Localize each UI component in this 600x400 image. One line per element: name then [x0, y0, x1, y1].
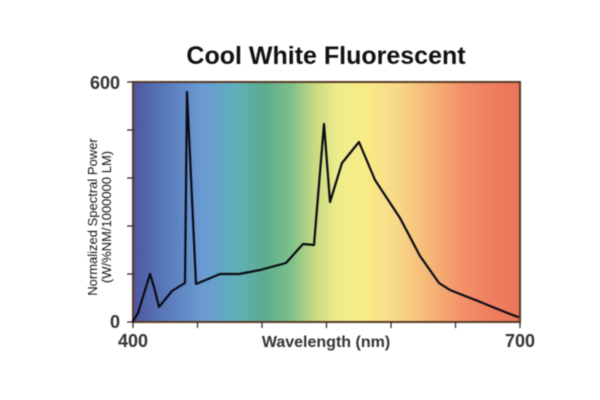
svg-text:0: 0 — [110, 312, 120, 332]
svg-text:Normalized Spectral Power: Normalized Spectral Power — [85, 138, 100, 296]
svg-text:Wavelength (nm): Wavelength (nm) — [262, 334, 390, 351]
svg-text:700: 700 — [505, 331, 535, 351]
svg-text:600: 600 — [90, 73, 120, 93]
svg-text:(W/%NM/1000000 LM): (W/%NM/1000000 LM) — [99, 151, 114, 283]
svg-text:400: 400 — [118, 331, 148, 351]
svg-text:Cool White Fluorescent: Cool White Fluorescent — [186, 42, 466, 70]
